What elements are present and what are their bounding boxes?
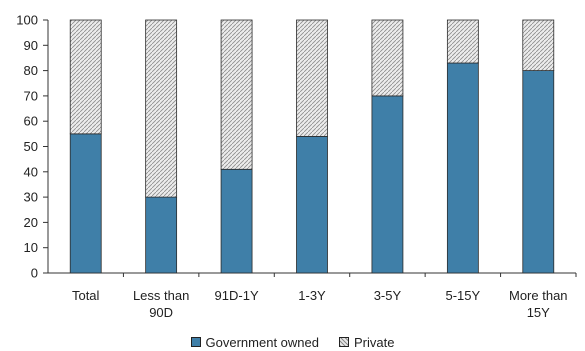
legend-label-private: Private bbox=[353, 334, 395, 350]
legend-swatch-government-owned bbox=[190, 337, 201, 347]
y-tick-label: 70 bbox=[24, 88, 38, 103]
x-tick-label-line: Total bbox=[72, 288, 100, 303]
x-tick-label-line: 3-5Y bbox=[374, 288, 402, 303]
x-tick-label: Total bbox=[72, 288, 100, 303]
bar-government-owned bbox=[220, 168, 253, 274]
bar-government-owned bbox=[69, 133, 102, 274]
y-tick-label: 0 bbox=[31, 266, 38, 281]
x-tick-label-line: More than bbox=[509, 288, 568, 303]
bar-private bbox=[446, 19, 479, 64]
y-tick-label: 50 bbox=[24, 139, 38, 154]
legend-label-government-owned: Government owned bbox=[205, 334, 319, 350]
bar-private bbox=[220, 19, 253, 170]
x-tick-label: 3-5Y bbox=[374, 288, 402, 303]
bar-government-owned bbox=[446, 62, 479, 274]
y-tick-label: 80 bbox=[24, 63, 38, 78]
x-tick-label: Less than 90D bbox=[133, 288, 189, 320]
bar-private bbox=[69, 19, 102, 135]
x-tick-label: 5-15Y bbox=[446, 288, 481, 303]
x-tick-label-line: 5-15Y bbox=[446, 288, 481, 303]
x-tick-label: 91D-1Y bbox=[215, 288, 259, 303]
y-tick-label: 20 bbox=[24, 215, 38, 230]
y-tick-label: 30 bbox=[24, 190, 38, 205]
x-tick-label-line: 90D bbox=[149, 305, 173, 320]
y-tick-label: 100 bbox=[16, 13, 38, 28]
bar-government-owned bbox=[522, 70, 555, 274]
legend-swatch-private bbox=[338, 337, 349, 347]
legend-item-private: Private bbox=[338, 334, 395, 350]
y-tick-label: 10 bbox=[24, 240, 38, 255]
bar-private bbox=[145, 19, 178, 198]
y-tick-label: 90 bbox=[24, 38, 38, 53]
bar-private bbox=[522, 19, 555, 71]
x-tick-label: 1-3Y bbox=[298, 288, 326, 303]
legend-item-government-owned: Government owned bbox=[190, 334, 319, 350]
bar-government-owned bbox=[145, 196, 178, 274]
x-tick-label-line: 1-3Y bbox=[298, 288, 326, 303]
y-tick-label: 60 bbox=[24, 114, 38, 129]
x-tick-label: More than 15Y bbox=[509, 288, 568, 320]
legend: Government owned Private bbox=[0, 333, 585, 351]
bar-government-owned bbox=[371, 95, 404, 274]
x-tick-label-line: Less than bbox=[133, 288, 189, 303]
y-tick-label: 40 bbox=[24, 164, 38, 179]
x-tick-label-line: 91D-1Y bbox=[215, 288, 259, 303]
bar-chart: 0 10 20 30 40 50 60 70 80 90 100 Total Less than 90D 9… bbox=[16, 13, 577, 320]
bar-private bbox=[296, 19, 328, 137]
x-tick-label-line: 15Y bbox=[527, 305, 550, 320]
bar-government-owned bbox=[296, 135, 328, 274]
bar-private bbox=[371, 19, 404, 97]
